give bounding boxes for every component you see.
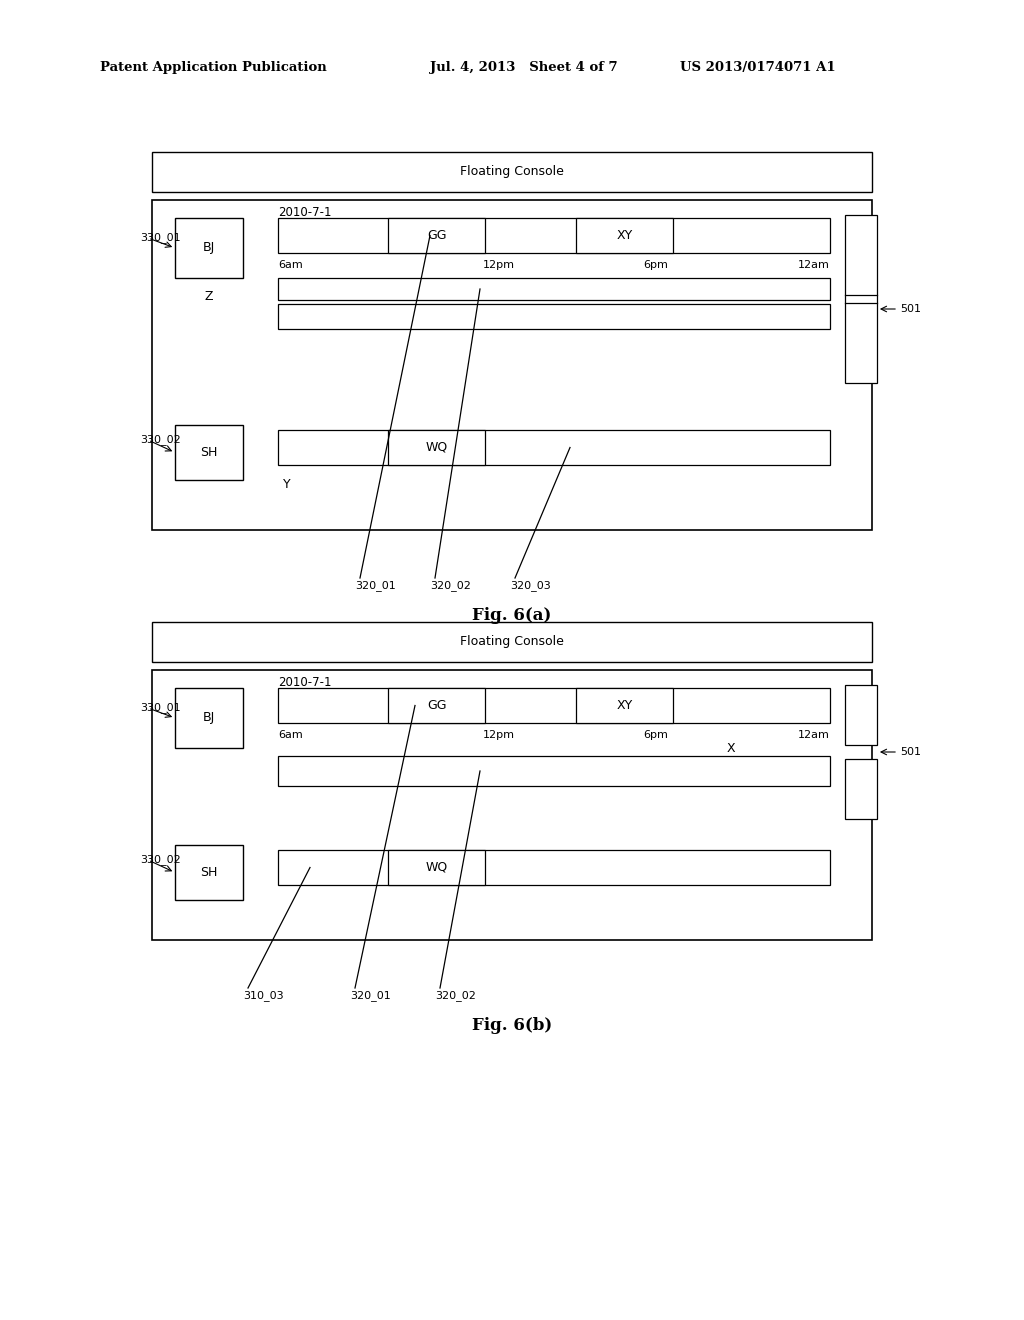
Bar (577, 688, 673, 723)
Bar (577, 218, 673, 253)
Text: 2010-7-1: 2010-7-1 (278, 676, 332, 689)
Text: BJ: BJ (203, 242, 215, 255)
Bar (152, 671, 872, 940)
Text: 501: 501 (900, 747, 921, 756)
Text: WQ: WQ (426, 861, 447, 874)
Text: 320_01: 320_01 (350, 990, 391, 1002)
Text: 320_01: 320_01 (355, 581, 395, 591)
Text: Floating Console: Floating Console (460, 165, 564, 178)
Text: 330_01: 330_01 (140, 702, 180, 713)
Text: 6pm: 6pm (644, 260, 669, 271)
Text: 12am: 12am (798, 260, 830, 271)
Bar (845, 215, 877, 383)
Bar (278, 850, 830, 884)
Bar (278, 304, 830, 329)
Text: 6pm: 6pm (644, 730, 669, 741)
Bar (152, 201, 872, 531)
Bar (278, 218, 830, 253)
Text: Jul. 4, 2013   Sheet 4 of 7: Jul. 4, 2013 Sheet 4 of 7 (430, 61, 617, 74)
Text: XY: XY (616, 228, 633, 242)
Text: XY: XY (616, 700, 633, 711)
Text: 2010-7-1: 2010-7-1 (278, 206, 332, 219)
Bar (152, 152, 872, 191)
Text: GG: GG (427, 700, 446, 711)
Text: 6am: 6am (278, 730, 303, 741)
Bar (278, 756, 830, 785)
Text: 12am: 12am (798, 730, 830, 741)
Text: Y: Y (283, 479, 291, 491)
Text: WQ: WQ (426, 441, 447, 454)
Text: 310_03: 310_03 (243, 990, 284, 1002)
Text: Z: Z (205, 289, 213, 302)
Text: 6am: 6am (278, 260, 303, 271)
Text: 320_03: 320_03 (510, 581, 551, 591)
Text: SH: SH (201, 866, 218, 879)
Text: US 2013/0174071 A1: US 2013/0174071 A1 (680, 61, 836, 74)
Bar (388, 850, 485, 884)
Text: 12pm: 12pm (482, 730, 515, 741)
Text: X: X (726, 742, 735, 755)
Bar (175, 218, 243, 279)
Bar (152, 622, 872, 663)
Text: Patent Application Publication: Patent Application Publication (100, 61, 327, 74)
Text: 320_02: 320_02 (430, 581, 471, 591)
Text: GG: GG (427, 228, 446, 242)
Bar (175, 688, 243, 748)
Text: 501: 501 (900, 304, 921, 314)
Text: Fig. 6(a): Fig. 6(a) (472, 606, 552, 623)
Text: BJ: BJ (203, 711, 215, 725)
Text: 330_02: 330_02 (140, 854, 181, 866)
Bar (175, 425, 243, 480)
Bar (278, 279, 830, 300)
Text: 330_02: 330_02 (140, 434, 181, 445)
Text: 12pm: 12pm (482, 260, 515, 271)
Text: Floating Console: Floating Console (460, 635, 564, 648)
Text: Fig. 6(b): Fig. 6(b) (472, 1016, 552, 1034)
Bar (845, 685, 877, 744)
Text: 330_01: 330_01 (140, 232, 180, 243)
Bar (388, 688, 485, 723)
Bar (278, 688, 830, 723)
Bar (278, 430, 830, 465)
Text: 320_02: 320_02 (435, 990, 476, 1002)
Bar (845, 759, 877, 818)
Bar (388, 430, 485, 465)
Bar (175, 845, 243, 900)
Bar (388, 218, 485, 253)
Text: SH: SH (201, 446, 218, 459)
